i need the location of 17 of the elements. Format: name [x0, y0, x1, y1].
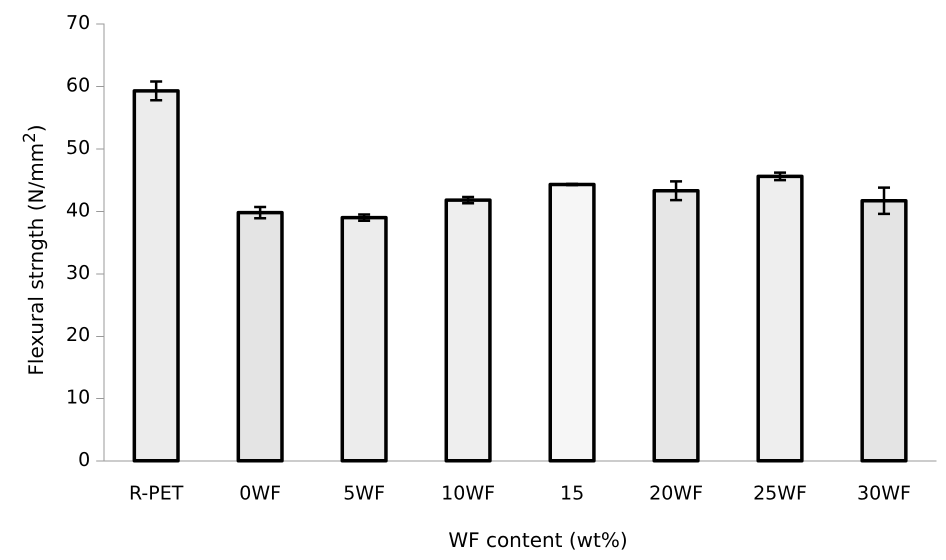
x-tick-label: 25WF	[753, 482, 807, 505]
x-tick-label: 0WF	[239, 482, 282, 505]
y-tick-label: 50	[66, 136, 90, 159]
x-tick-label: R-PET	[128, 482, 184, 505]
x-tick-label: 10WF	[441, 482, 496, 505]
y-tick-label: 20	[66, 324, 90, 346]
x-tick-label: 5WF	[343, 482, 386, 505]
x-axis-title: WF content (wt%)	[447, 528, 629, 552]
y-tick-label: 70	[66, 12, 90, 34]
y-tick-label: 0	[78, 449, 90, 472]
y-tick-label: 40	[66, 199, 90, 222]
y-tick-label: 60	[66, 74, 90, 96]
y-tick-label: 10	[66, 386, 90, 409]
x-tick-label: 30WF	[857, 482, 911, 505]
x-tick-label: 15	[560, 482, 584, 505]
x-tick-label: 20WF	[649, 482, 704, 505]
y-tick-label: 30	[66, 262, 90, 284]
